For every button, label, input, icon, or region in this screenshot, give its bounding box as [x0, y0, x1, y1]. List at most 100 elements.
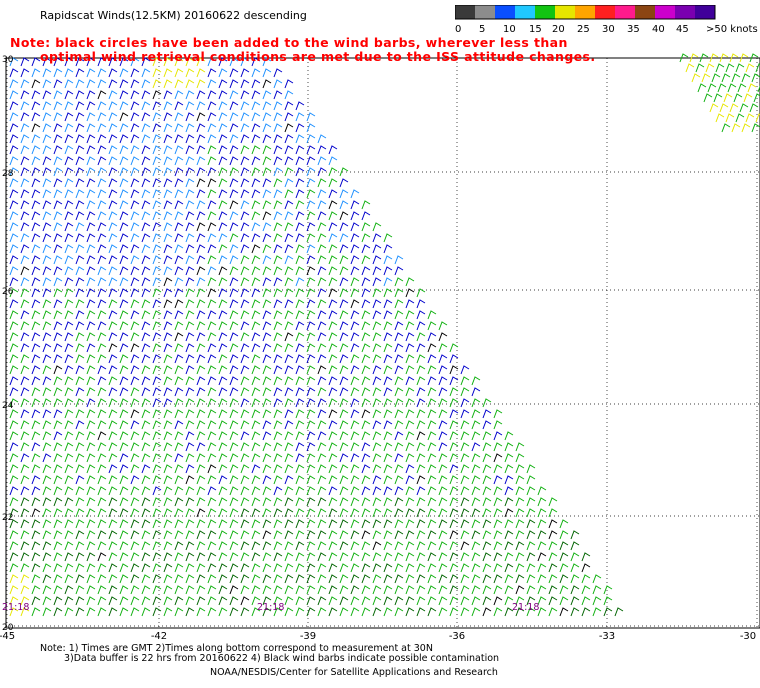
wind-barb: [218, 376, 228, 386]
wind-barb: [295, 310, 305, 320]
wind-barb: [372, 596, 382, 606]
wind-barb: [273, 431, 283, 441]
wind-barb: [229, 475, 239, 485]
wind-barb: [526, 530, 536, 540]
wind-barb: [130, 354, 140, 364]
wind-barb: [174, 486, 184, 496]
wind-barb: [119, 420, 129, 430]
wind-barb: [141, 376, 151, 386]
wind-barb: [86, 68, 96, 78]
wind-barb: [119, 442, 129, 452]
wind-barb: [460, 464, 470, 474]
wind-barb: [284, 299, 294, 309]
wind-barb: [9, 398, 19, 408]
wind-barb: [163, 145, 173, 155]
wind-barb: [405, 453, 415, 463]
wind-barb: [174, 563, 184, 573]
wind-barb: [372, 321, 382, 331]
wind-barb: [328, 497, 338, 507]
wind-barb: [306, 266, 316, 276]
wind-barb: [130, 596, 140, 606]
wind-barb: [240, 585, 250, 595]
wind-barb: [218, 233, 228, 243]
wind-barb: [284, 519, 294, 529]
wind-barb: [53, 101, 63, 111]
wind-barb: [394, 486, 404, 496]
wind-barb: [328, 475, 338, 485]
wind-barb: [755, 63, 760, 73]
wind-barb: [20, 211, 30, 221]
wind-barb: [31, 409, 41, 419]
wind-barb: [119, 552, 129, 562]
wind-barb: [361, 211, 371, 221]
wind-barb: [196, 464, 206, 474]
wind-barb: [317, 233, 327, 243]
wind-barb: [229, 541, 239, 551]
wind-barb: [218, 354, 228, 364]
wind-barb: [64, 156, 74, 166]
wind-barb: [174, 57, 184, 67]
colorbar-segment: [515, 5, 535, 19]
wind-barb: [438, 497, 448, 507]
wind-barb: [383, 277, 393, 287]
wind-barb: [141, 607, 151, 617]
wind-barb: [284, 530, 294, 540]
longitude-tick-label: -39: [300, 631, 316, 642]
wind-barb: [707, 83, 717, 93]
wind-barb: [372, 431, 382, 441]
wind-barb: [482, 453, 492, 463]
wind-barb: [405, 387, 415, 397]
wind-barb: [53, 200, 63, 210]
wind-barb: [174, 211, 184, 221]
wind-barb: [438, 552, 448, 562]
wind-barb: [273, 563, 283, 573]
colorbar-segment: [495, 5, 515, 19]
wind-barb: [361, 442, 371, 452]
wind-barb: [207, 134, 217, 144]
wind-barb: [306, 189, 316, 199]
wind-barb: [416, 475, 426, 485]
wind-barb: [119, 475, 129, 485]
wind-barb: [75, 574, 85, 584]
wind-barb: [703, 93, 713, 103]
wind-barb: [163, 409, 173, 419]
wind-barb: [75, 68, 85, 78]
wind-barb: [108, 541, 118, 551]
wind-barb: [284, 420, 294, 430]
wind-barb: [9, 552, 19, 562]
wind-barb: [31, 486, 41, 496]
wind-barb: [471, 519, 481, 529]
wind-barb: [97, 189, 107, 199]
wind-barb: [141, 266, 151, 276]
wind-barb: [152, 475, 162, 485]
wind-barb: [262, 376, 272, 386]
wind-barb: [152, 486, 162, 496]
wind-barb: [53, 343, 63, 353]
wind-barb: [383, 552, 393, 562]
wind-barb: [416, 321, 426, 331]
wind-barb: [251, 541, 261, 551]
wind-barb: [64, 321, 74, 331]
wind-barb: [427, 409, 437, 419]
wind-barb: [438, 530, 448, 540]
wind-barb: [86, 475, 96, 485]
wind-barb: [339, 464, 349, 474]
wind-barb: [295, 409, 305, 419]
wind-barb: [339, 233, 349, 243]
wind-barb: [196, 101, 206, 111]
wind-barb: [75, 332, 85, 342]
wind-barb: [141, 552, 151, 562]
wind-barb: [339, 387, 349, 397]
wind-barb: [251, 519, 261, 529]
wind-barb: [20, 607, 30, 617]
wind-barb: [592, 585, 602, 595]
wind-barb: [64, 310, 74, 320]
wind-barb: [86, 354, 96, 364]
wind-barb: [251, 508, 261, 518]
wind-barb: [196, 266, 206, 276]
wind-barb: [53, 123, 63, 133]
wind-barb: [64, 244, 74, 254]
wind-barb: [416, 420, 426, 430]
wind-barb: [185, 90, 195, 100]
wind-barb: [163, 596, 173, 606]
